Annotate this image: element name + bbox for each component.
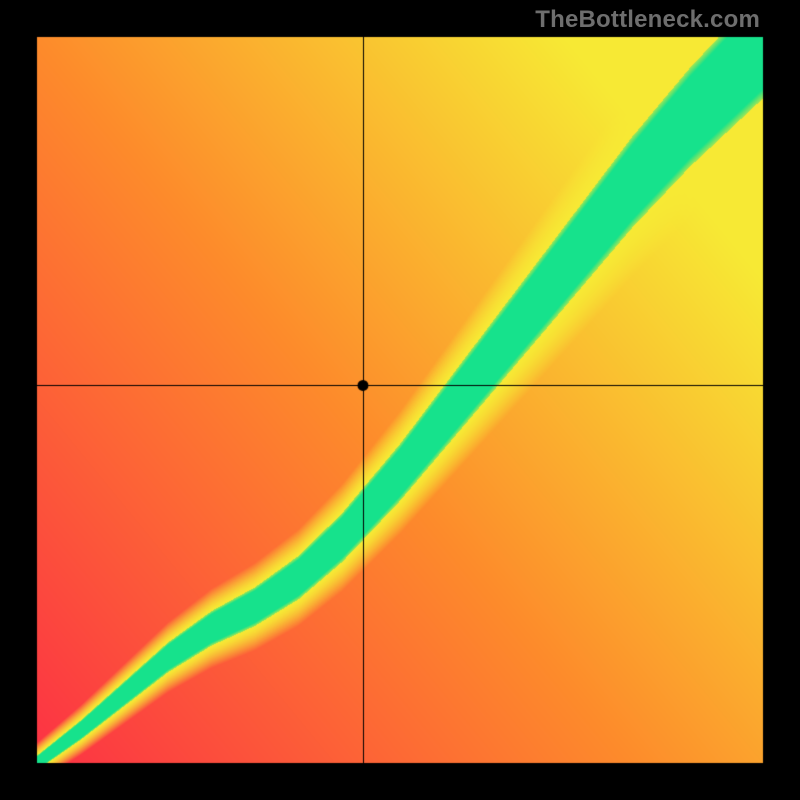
chart-container: TheBottleneck.com (0, 0, 800, 800)
heatmap-canvas (0, 0, 800, 800)
watermark-text: TheBottleneck.com (535, 6, 760, 34)
